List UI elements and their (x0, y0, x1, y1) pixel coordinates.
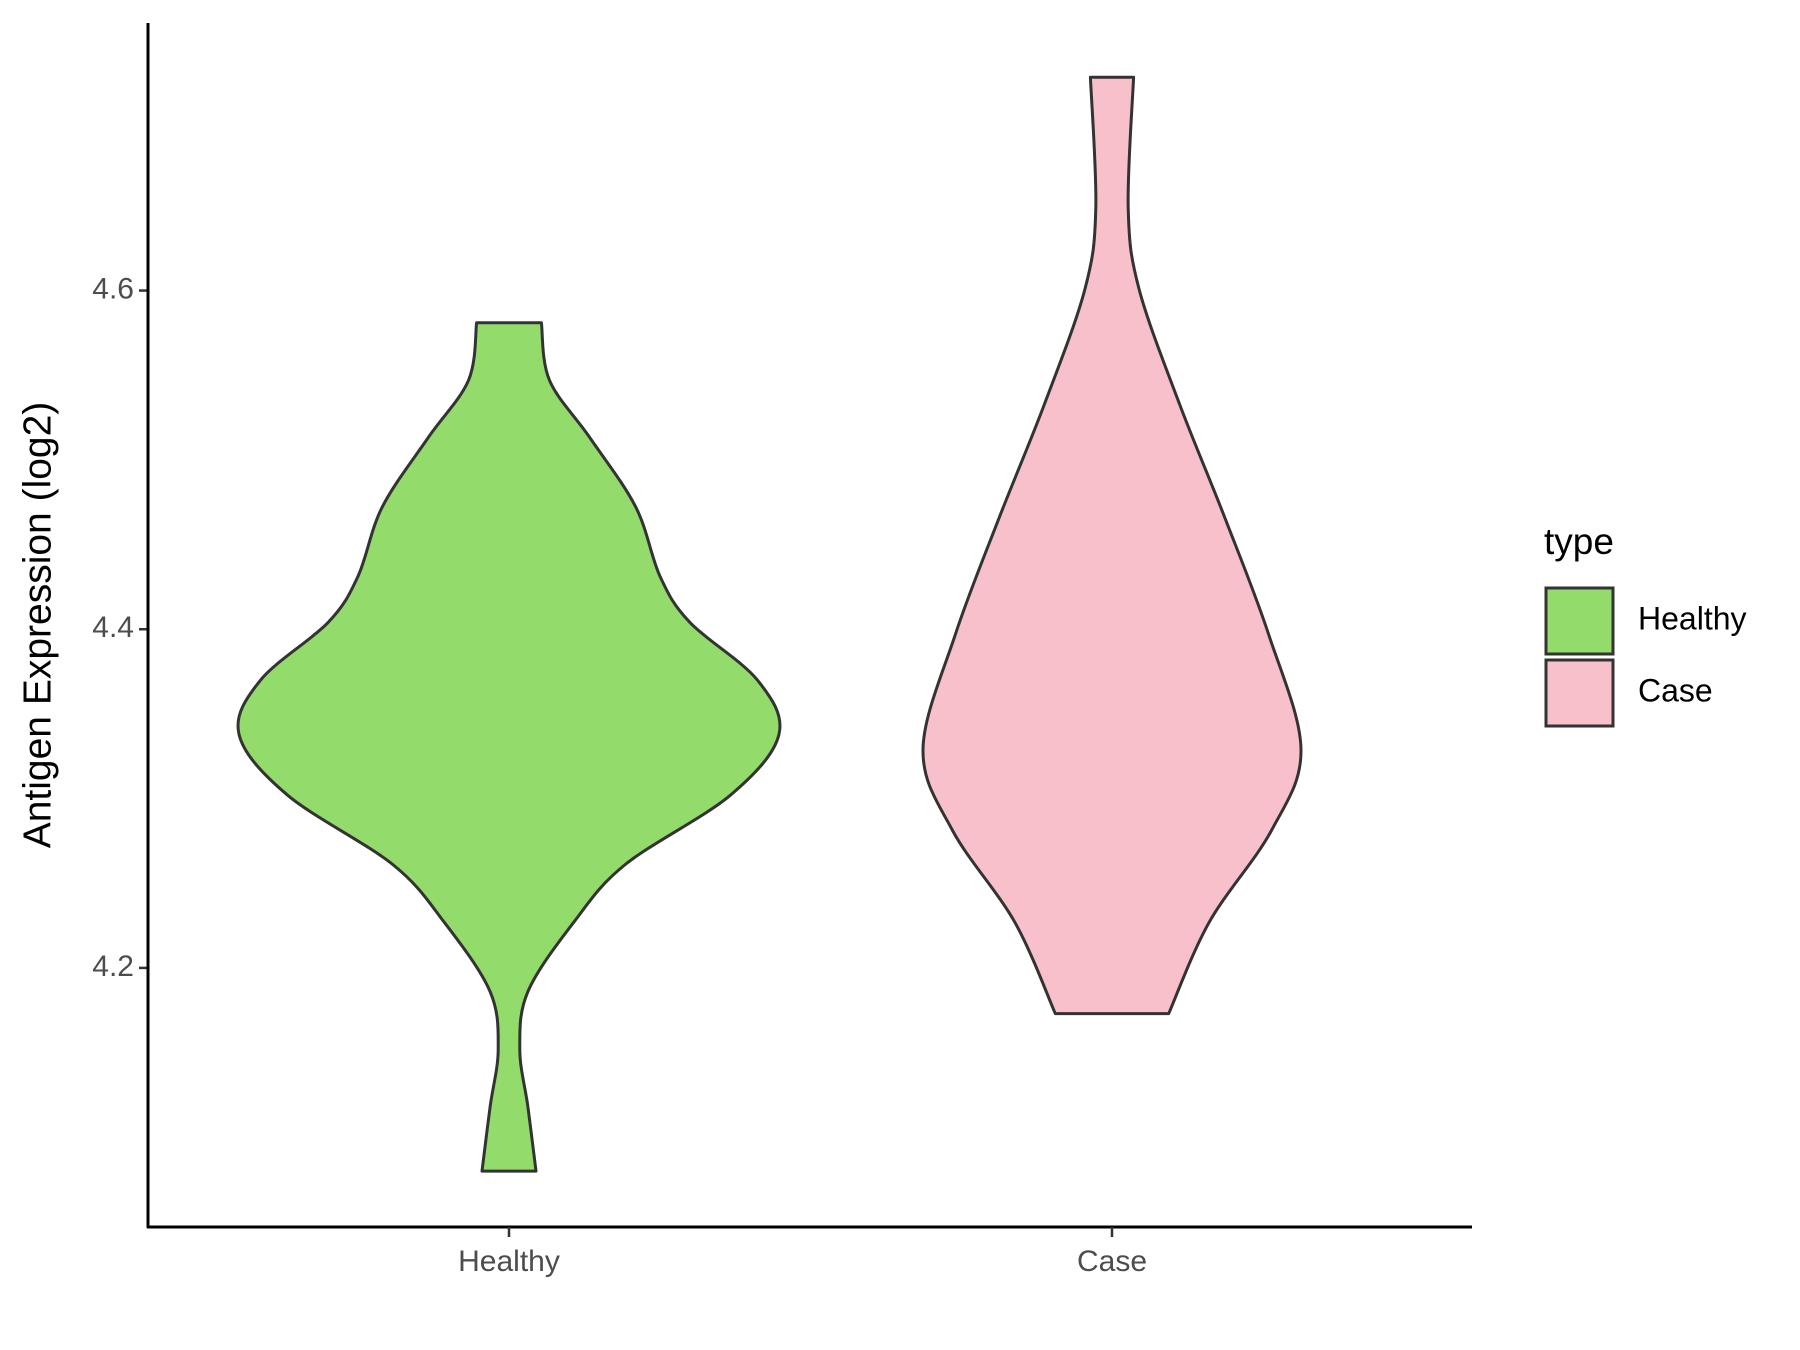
y-tick-label: 4.6 (92, 272, 134, 305)
legend-label: Healthy (1638, 600, 1747, 636)
violin (921, 75, 1303, 1016)
y-tick-label: 4.4 (92, 611, 134, 644)
legend-label: Case (1638, 672, 1713, 708)
y-tick-label: 4.2 (92, 950, 134, 983)
x-tick-label: Healthy (458, 1245, 560, 1278)
y-axis-title: Antigen Expression (log2) (16, 402, 59, 849)
legend-key (1544, 658, 1615, 728)
legend-key (1544, 586, 1615, 656)
legend-title: type (1544, 521, 1614, 562)
x-tick-label: Case (1077, 1245, 1147, 1278)
violin (236, 321, 782, 1173)
